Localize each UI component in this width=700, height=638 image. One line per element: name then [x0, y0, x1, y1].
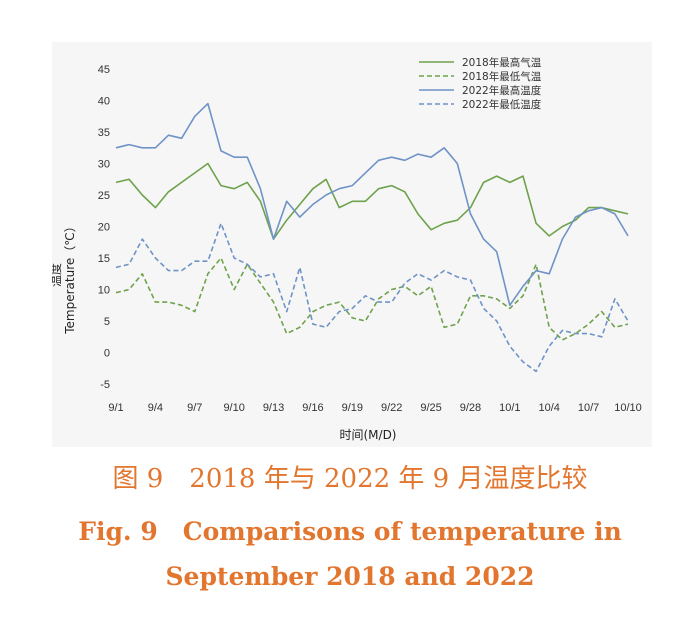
- x-tick-label: 9/22: [381, 402, 402, 414]
- figure-caption-en-line2: September 2018 and 2022: [165, 562, 535, 591]
- series-layer: [115, 102, 629, 373]
- y-tick-label: 45: [98, 64, 110, 76]
- y-axis-ticks: -5 0 5 10 15 20 25 30 35 40 45: [98, 64, 110, 391]
- x-tick-label: 10/4: [539, 402, 560, 414]
- y-tick-label: 10: [98, 285, 110, 297]
- y-tick-label: 5: [104, 316, 110, 328]
- chart-panel: -5 0 5 10 15 20 25 30 35 40 45 9/1 9/4 9/7 9/10 9/13 9/…: [52, 42, 652, 447]
- y-tick-label: 0: [104, 348, 110, 360]
- x-tick-label: 9/16: [302, 402, 323, 414]
- y-tick-label: 35: [98, 127, 110, 139]
- legend-label: 2018年最低气温: [462, 70, 542, 83]
- series-line-2: [115, 257, 629, 341]
- y-tick-label: 15: [98, 253, 110, 265]
- x-tick-label: 9/1: [108, 402, 123, 414]
- y-tick-label: 20: [98, 222, 110, 234]
- x-tick-label: 10/10: [614, 402, 642, 414]
- x-tick-label: 9/13: [263, 402, 284, 414]
- x-tick-label: 9/19: [342, 402, 363, 414]
- y-axis-title-en: Temperature（℃）: [63, 220, 77, 335]
- x-tick-label: 9/10: [223, 402, 244, 414]
- y-tick-label: 40: [98, 96, 110, 108]
- figure-caption-en-line1: Fig. 9 Comparisons of temperature in: [78, 517, 622, 546]
- x-tick-label: 9/4: [148, 402, 163, 414]
- figure-caption-cn: 图 9 2018 年与 2022 年 9 月温度比较: [112, 464, 588, 494]
- y-tick-label: 25: [98, 190, 110, 202]
- y-tick-label: 30: [98, 159, 110, 171]
- x-tick-label: 9/25: [420, 402, 441, 414]
- x-tick-label: 10/7: [578, 402, 599, 414]
- legend-label: 2022年最高温度: [462, 84, 542, 97]
- x-tick-label: 10/1: [499, 402, 520, 414]
- x-axis-ticks: 9/1 9/4 9/7 9/10 9/13 9/16 9/19 9/22 9/25 9/28 10/…: [108, 402, 641, 414]
- x-tick-label: 9/28: [460, 402, 481, 414]
- legend-label: 2022年最低温度: [462, 98, 542, 111]
- series-line-1: [115, 162, 629, 240]
- series-line-3: [115, 102, 629, 307]
- x-tick-label: 9/7: [187, 402, 202, 414]
- series-line-4: [115, 222, 629, 373]
- y-axis-title-cn: 温度: [52, 263, 63, 287]
- x-axis-title: 时间(M/D): [339, 428, 396, 442]
- legend-label: 2018年最高气温: [462, 56, 542, 69]
- y-tick-label: -5: [100, 379, 110, 391]
